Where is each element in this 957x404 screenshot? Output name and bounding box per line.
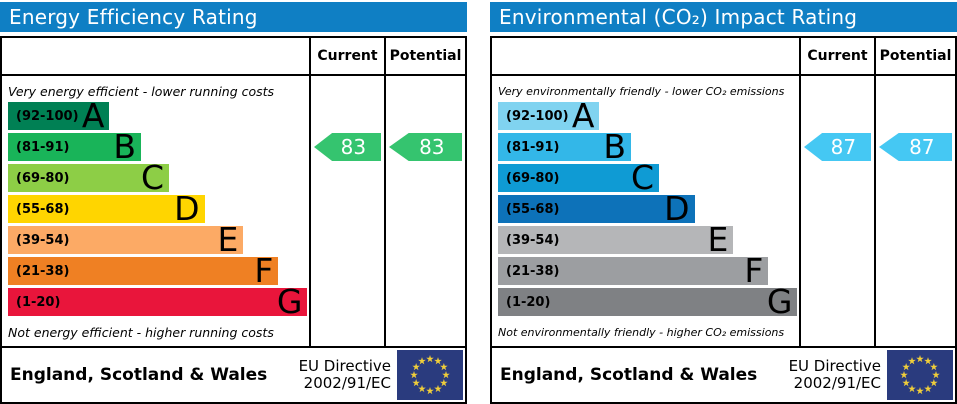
current-column: Current 87 <box>801 38 876 346</box>
bottom-caption: Not energy efficient - higher running co… <box>8 324 274 340</box>
band-letter: G <box>276 282 303 321</box>
band-row-g: (1-20) G <box>8 282 308 321</box>
potential-column-header: Potential <box>386 38 465 76</box>
rating-table: Very environmentally friendly - lower CO… <box>490 36 957 404</box>
band-range-label: (1-20) <box>506 294 551 310</box>
panel-footer: England, Scotland & Wales EU Directive 2… <box>2 346 465 402</box>
band-row-a: (92-100) A <box>498 96 600 135</box>
bands-column-header <box>2 38 309 76</box>
eu-flag-icon <box>887 350 953 400</box>
band-range-label: (55-68) <box>506 201 560 217</box>
band-row-d: (55-68) D <box>498 189 695 228</box>
band-letter: C <box>140 158 165 197</box>
eu-flag-icon <box>397 350 463 400</box>
eu-directive-line1: EU Directive <box>788 356 881 375</box>
band-range-label: (69-80) <box>16 170 70 186</box>
current-column: Current 83 <box>311 38 386 346</box>
potential-rating-value: 87 <box>909 135 935 159</box>
band-row-e: (39-54) E <box>498 220 734 259</box>
band-range-label: (81-91) <box>506 139 560 155</box>
energy-efficiency-panel: Energy Efficiency Rating Very energy eff… <box>0 2 467 404</box>
band-letter: D <box>664 189 690 228</box>
eu-directive-label: EU Directive 2002/91/EC <box>788 356 881 393</box>
band-letter: G <box>766 282 793 321</box>
band-row-c: (69-80) C <box>498 158 660 197</box>
band-row-b: (81-91) B <box>8 127 142 166</box>
band-letter: E <box>707 220 729 259</box>
current-rating-arrow: 87 <box>804 133 871 161</box>
bottom-caption: Not environmentally friendly - higher CO… <box>498 325 785 339</box>
band-letter: A <box>571 96 595 135</box>
potential-column-header: Potential <box>876 38 955 76</box>
current-rating-arrow: 83 <box>314 133 381 161</box>
band-range-label: (21-38) <box>16 263 70 279</box>
panel-title-bar: Energy Efficiency Rating <box>0 2 467 32</box>
band-letter: E <box>217 220 239 259</box>
current-column-header: Current <box>311 38 384 76</box>
band-letter: F <box>254 251 274 290</box>
band-letter: F <box>744 251 764 290</box>
band-letter: A <box>81 96 105 135</box>
region-label: England, Scotland & Wales <box>10 365 268 385</box>
page-title: Energy Efficiency Rating <box>9 5 258 29</box>
potential-rating-arrow: 87 <box>879 133 952 161</box>
current-column-header: Current <box>801 38 874 76</box>
current-rating-value: 83 <box>340 135 367 159</box>
band-letter: B <box>603 127 627 166</box>
band-row-b: (81-91) B <box>498 127 632 166</box>
panel-title-bar: Environmental (CO₂) Impact Rating <box>490 2 957 32</box>
bands-column: Very environmentally friendly - lower CO… <box>492 38 801 346</box>
band-row-c: (69-80) C <box>8 158 170 197</box>
band-range-label: (39-54) <box>16 232 70 248</box>
band-letter: C <box>630 158 655 197</box>
eu-directive-line2: 2002/91/EC <box>303 374 391 392</box>
band-range-label: (81-91) <box>16 139 70 155</box>
panel-footer: England, Scotland & Wales EU Directive 2… <box>492 346 955 402</box>
band-row-a: (92-100) A <box>8 96 110 135</box>
eu-directive-line2: 2002/91/EC <box>793 374 881 392</box>
band-range-label: (92-100) <box>16 108 79 124</box>
band-range-label: (92-100) <box>506 108 569 124</box>
potential-rating-arrow: 83 <box>389 133 462 161</box>
top-caption: Very environmentally friendly - lower CO… <box>498 84 785 98</box>
bands-column-header <box>492 38 799 76</box>
band-letter: D <box>174 189 200 228</box>
current-rating-value: 87 <box>830 135 857 159</box>
band-row-g: (1-20) G <box>498 282 798 321</box>
band-row-e: (39-54) E <box>8 220 244 259</box>
potential-column: Potential 87 <box>876 38 955 346</box>
band-range-label: (55-68) <box>16 201 70 217</box>
potential-rating-value: 83 <box>419 135 445 159</box>
environmental-impact-panel: Environmental (CO₂) Impact Rating Very e… <box>490 2 957 404</box>
region-label: England, Scotland & Wales <box>500 365 758 385</box>
band-row-f: (21-38) F <box>498 251 769 290</box>
band-row-d: (55-68) D <box>8 189 205 228</box>
eu-directive-label: EU Directive 2002/91/EC <box>298 356 391 393</box>
page-title: Environmental (CO₂) Impact Rating <box>499 5 858 29</box>
rating-table: Very energy efficient - lower running co… <box>0 36 467 404</box>
band-range-label: (69-80) <box>506 170 560 186</box>
band-range-label: (39-54) <box>506 232 560 248</box>
band-letter: B <box>113 127 137 166</box>
eu-directive-line1: EU Directive <box>298 356 391 375</box>
band-row-f: (21-38) F <box>8 251 279 290</box>
band-range-label: (1-20) <box>16 294 61 310</box>
potential-column: Potential 83 <box>386 38 465 346</box>
top-caption: Very energy efficient - lower running co… <box>8 83 275 99</box>
band-range-label: (21-38) <box>506 263 560 279</box>
bands-column: Very energy efficient - lower running co… <box>2 38 311 346</box>
